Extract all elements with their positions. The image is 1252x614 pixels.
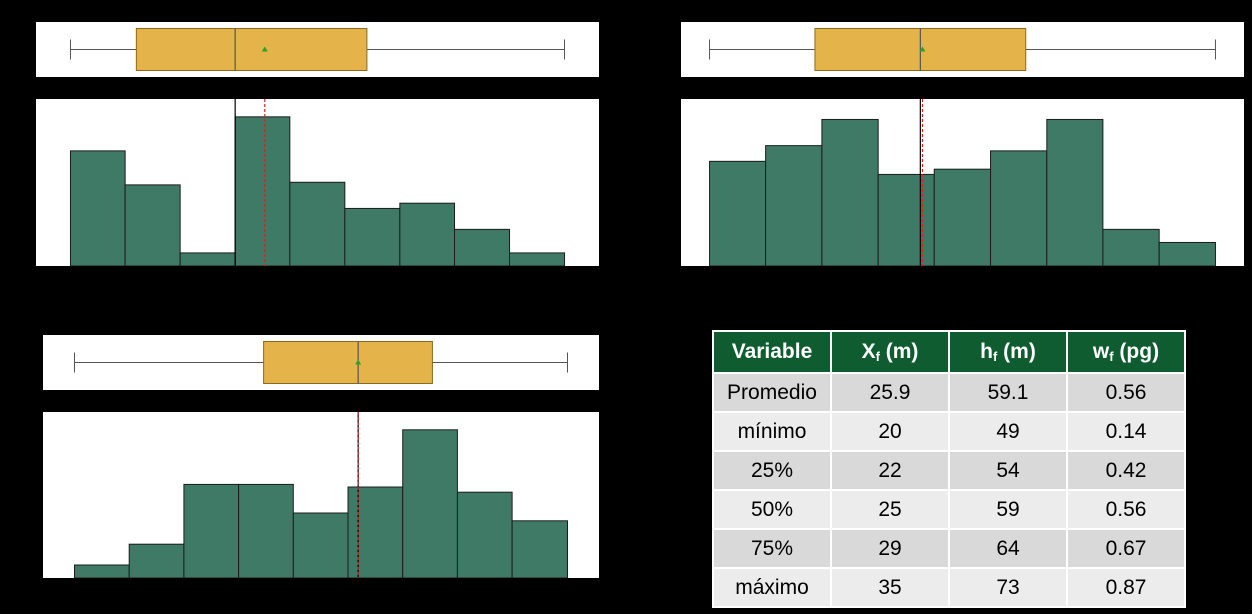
histogram-bar (347, 486, 404, 578)
histogram-bar (933, 168, 992, 266)
table-cell: 25.9 (830, 372, 950, 413)
table-cell: 73 (948, 567, 1068, 608)
table-row: 50% 25 59 0.56 (712, 489, 1186, 530)
table-header-row: Variable Xf (m) hf (m) wf (pg) (712, 330, 1186, 374)
histogram-bottom-left-svg (74, 412, 568, 578)
table-cell: 20 (830, 411, 950, 452)
table-cell: 29 (830, 528, 950, 569)
histogram-bar (128, 543, 185, 578)
table-row: Promedio 25.9 59.1 0.56 (712, 372, 1186, 413)
statistics-table: Variable Xf (m) hf (m) wf (pg) Promedio … (712, 330, 1186, 608)
histogram-top-left-svg (69, 99, 566, 266)
table-cell: 54 (948, 450, 1068, 491)
table-row: máximo 35 73 0.87 (712, 567, 1186, 608)
histogram-top-right-svg (709, 99, 1216, 266)
histogram-bar (511, 520, 568, 578)
histogram-bar (344, 207, 401, 266)
histogram-bar (69, 150, 126, 266)
histogram-top-right (681, 99, 1244, 266)
table-cell: 0.87 (1066, 567, 1186, 608)
table-cell: 75% (712, 528, 832, 569)
table-cell: máximo (712, 567, 832, 608)
table-row: 75% 29 64 0.67 (712, 528, 1186, 569)
histogram-bar (234, 116, 291, 266)
header-variable: Variable (712, 330, 832, 374)
table-cell: mínimo (712, 411, 832, 452)
histogram-bar (709, 160, 767, 266)
histogram-bar (765, 145, 823, 266)
table-cell: 49 (948, 411, 1068, 452)
histogram-bar (454, 228, 511, 266)
histogram-top-left (36, 99, 599, 266)
box-plot-top-right-svg (709, 28, 1216, 71)
box-iqr (135, 28, 368, 71)
header-xf: Xf (m) (830, 330, 950, 374)
histogram-bar (124, 184, 181, 266)
table-cell: 64 (948, 528, 1068, 569)
table-cell: 0.14 (1066, 411, 1186, 452)
histogram-bar (456, 491, 513, 578)
table-cell: 0.42 (1066, 450, 1186, 491)
table-cell: 22 (830, 450, 950, 491)
table-cell: 59 (948, 489, 1068, 530)
table-cell: 35 (830, 567, 950, 608)
table-cell: 0.67 (1066, 528, 1186, 569)
table-cell: 0.56 (1066, 489, 1186, 530)
box-plot-top-right (681, 22, 1244, 77)
box-plot-top-left (36, 22, 599, 77)
histogram-bottom-left (43, 412, 599, 578)
table-cell: 0.56 (1066, 372, 1186, 413)
table-row: 25% 22 54 0.42 (712, 450, 1186, 491)
histogram-bar (292, 512, 349, 578)
box-plot-top-left-svg (69, 28, 566, 71)
mean-marker (355, 359, 362, 365)
histogram-bar (238, 483, 294, 578)
table-cell: 25 (830, 489, 950, 530)
mean-marker (261, 46, 268, 52)
histogram-bar (877, 173, 935, 266)
table-cell: 25% (712, 450, 832, 491)
histogram-bar (399, 202, 456, 266)
header-wf: wf (pg) (1066, 330, 1186, 374)
histogram-bar (74, 564, 130, 578)
histogram-bar (402, 429, 458, 578)
histogram-bar (179, 252, 236, 266)
box-plot-bottom-left-svg (74, 341, 568, 384)
histogram-bar (509, 252, 566, 266)
histogram-bar (183, 483, 240, 578)
histogram-bar (1158, 241, 1216, 266)
header-hf: hf (m) (948, 330, 1068, 374)
histogram-bar (821, 118, 879, 266)
table-cell: 50% (712, 489, 832, 530)
table-row: mínimo 20 49 0.14 (712, 411, 1186, 452)
histogram-bar (990, 150, 1048, 266)
histogram-bar (1046, 118, 1104, 266)
mean-marker (919, 46, 926, 52)
box-plot-bottom-left (43, 335, 599, 390)
box-iqr (263, 341, 433, 384)
histogram-bar (1102, 228, 1160, 266)
table-cell: Promedio (712, 372, 832, 413)
histogram-bar (289, 181, 346, 266)
table-cell: 59.1 (948, 372, 1068, 413)
